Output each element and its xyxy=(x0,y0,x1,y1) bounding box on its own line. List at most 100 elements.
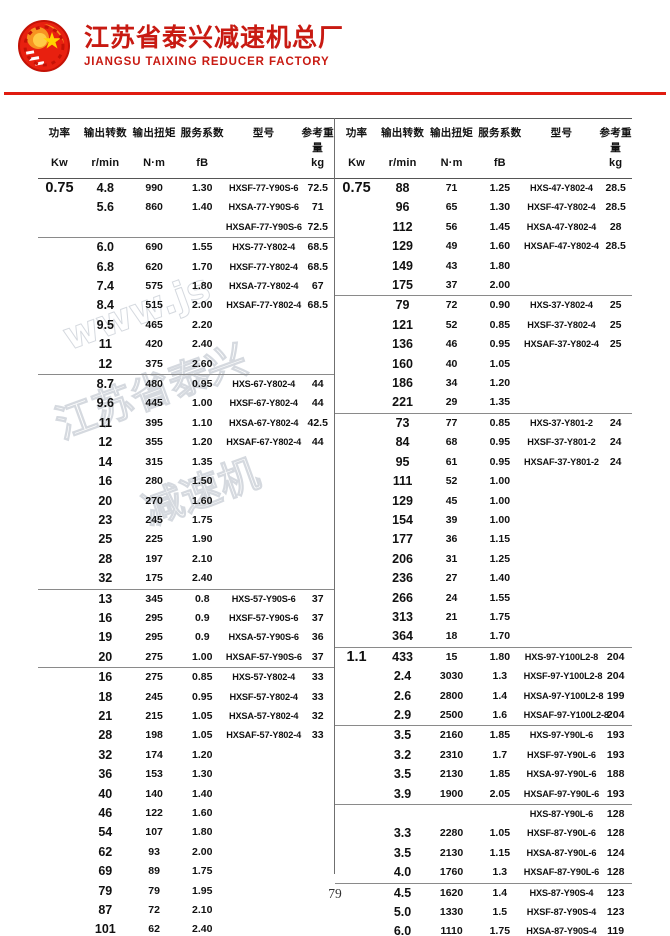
cell-rpm: 87 xyxy=(98,903,113,918)
cell-kg xyxy=(301,804,334,823)
cell-kw xyxy=(38,785,81,804)
cell-rpm: 186 xyxy=(392,376,413,391)
cell-nm: 65 xyxy=(445,201,458,214)
cell-kg: 128 xyxy=(606,827,625,840)
cell-model: HXSAF-77-Y802-4 xyxy=(226,300,302,311)
table-row: 7.4 575 1.80 HXSA-77-Y802-4 67 xyxy=(38,277,334,296)
cell-fb: 2.05 xyxy=(489,787,511,800)
cell-rpm: 8.7 xyxy=(80,374,130,395)
cell-rpm: 11 xyxy=(98,415,112,430)
cell-kg: 193 xyxy=(606,787,625,800)
cell-nm: 15 xyxy=(427,646,477,668)
cell-model xyxy=(226,355,301,375)
cell-kg: 28.5 xyxy=(605,201,626,214)
cell-fb: 0.9 xyxy=(194,631,210,644)
cell-kw xyxy=(335,746,378,765)
cell-fb: 1.10 xyxy=(192,416,213,429)
col-header-nm-cn: 输出扭矩 xyxy=(132,127,176,139)
cell-fb: 0.9 xyxy=(194,611,210,624)
cell-model xyxy=(226,746,301,765)
cell-kg: 119 xyxy=(607,925,625,936)
cell-model xyxy=(226,901,301,920)
table-row: 32 175 2.40 xyxy=(38,569,334,589)
cell-rpm: 112 xyxy=(392,219,413,234)
table-row: 79 72 0.90 HXS-37-Y802-4 25 xyxy=(335,295,632,316)
table-head-right: 功率 输出转数 输出扭矩 服务系数 型号 参考重量 Kw r/min N·m f… xyxy=(335,118,632,179)
cell-nm: 24 xyxy=(445,591,458,604)
cell-fb: 1.45 xyxy=(489,220,511,233)
cell-fb: 1.3 xyxy=(492,866,508,879)
cell-fb: 0.95 xyxy=(178,374,226,395)
table-row: 3.2 2310 1.7 HXSF-97-Y90L-6 193 xyxy=(335,746,632,765)
cell-model xyxy=(226,492,301,511)
cell-kg: 68.5 xyxy=(301,237,334,258)
cell-nm: 575 xyxy=(145,280,163,293)
cell-kw xyxy=(38,765,81,784)
cell-rpm: 364 xyxy=(392,629,413,644)
cell-nm: 315 xyxy=(145,455,163,468)
cell-kg: 71 xyxy=(311,201,324,214)
cell-model: HXS-67-Y802-4 xyxy=(225,374,302,395)
cell-nm: 515 xyxy=(145,299,163,312)
cell-nm: 43 xyxy=(445,259,458,272)
table-row: 121 52 0.85 HXSF-37-Y802-4 25 xyxy=(335,316,632,335)
cell-kg: 44 xyxy=(311,397,324,410)
spec-table-right: 功率 输出转数 输出扭矩 服务系数 型号 参考重量 Kw r/min N·m f… xyxy=(335,118,632,936)
table-row: 3.5 2130 1.85 HXSA-97-Y90L-6 188 xyxy=(335,765,632,784)
cell-nm: 36 xyxy=(445,533,458,546)
cell-rpm: 46 xyxy=(98,806,113,820)
cell-nm: 31 xyxy=(445,552,458,565)
cell-nm: 1110 xyxy=(440,925,463,936)
cell-kg: 36 xyxy=(311,631,324,644)
cell-kw xyxy=(38,707,81,726)
cell-rpm: 2.6 xyxy=(393,688,412,703)
cell-nm: 72 xyxy=(148,904,160,917)
cell-rpm: 12 xyxy=(98,356,113,371)
cell-kg xyxy=(301,316,334,335)
col-header-rpm-cn: 输出转数 xyxy=(83,127,127,139)
table-row: 3.5 2130 1.15 HXSA-87-Y90L-6 124 xyxy=(335,844,632,863)
cell-model: HXSAF-87-Y90L-6 xyxy=(523,867,600,878)
cell-nm: 690 xyxy=(129,237,179,258)
table-row: 2.9 2500 1.6 HXSAF-97-Y100L2-8 204 xyxy=(335,706,632,726)
cell-fb: 1.30 xyxy=(192,182,213,194)
cell-model xyxy=(524,550,600,569)
cell-fb: 0.95 xyxy=(489,455,511,468)
cell-nm: 27 xyxy=(445,572,458,585)
cell-model: HXSF-77-Y90S-6 xyxy=(228,183,299,193)
cell-kg xyxy=(301,843,334,862)
cell-kw xyxy=(38,843,81,862)
cell-kw xyxy=(38,355,81,375)
cell-kg xyxy=(599,472,632,491)
cell-fb: 1.75 xyxy=(489,925,511,936)
table-row: 95 61 0.95 HXSAF-37-Y801-2 24 xyxy=(335,453,632,472)
cell-model: HXSA-87-Y90S-4 xyxy=(526,926,597,936)
cell-nm: 79 xyxy=(148,884,160,897)
cell-nm: 1760 xyxy=(439,866,464,879)
cell-model xyxy=(226,530,301,549)
cell-kw xyxy=(335,550,378,569)
cell-kg: 33 xyxy=(311,690,324,703)
col-header-kw-cn: 功率 xyxy=(345,127,368,139)
cell-fb: 1.60 xyxy=(192,807,213,819)
cell-fb: 1.80 xyxy=(489,259,511,272)
cell-fb: 1.75 xyxy=(489,610,511,623)
cell-rpm: 101 xyxy=(94,922,116,936)
cell-model: HXS-87-Y90L-6 xyxy=(523,804,600,825)
col-header-fb-cn: 服务系数 xyxy=(478,127,522,139)
cell-kg: 37 xyxy=(301,588,334,609)
table-column-left: 功率 输出转数 输出扭矩 服务系数 型号 参考重量 Kw r/min N·m f… xyxy=(38,118,335,936)
cell-nm: 18 xyxy=(445,630,458,643)
col-header-kw-en: Kw xyxy=(348,157,365,169)
cell-kw xyxy=(38,667,81,688)
cell-kg: 44 xyxy=(301,374,334,395)
cell-rpm: 79 xyxy=(98,883,113,898)
cell-kw xyxy=(38,628,81,647)
cell-rpm: 121 xyxy=(392,317,413,332)
table-row: 0.75 4.8 990 1.30 HXSF-77-Y90S-6 72.5 xyxy=(38,179,334,199)
col-header-nm-cn: 输出扭矩 xyxy=(429,127,474,139)
cell-model: HXSA-57-Y90S-6 xyxy=(228,632,299,643)
table-row: 69 89 1.75 xyxy=(38,862,334,881)
cell-fb: 1.05 xyxy=(192,709,213,722)
cell-fb: 1.05 xyxy=(489,827,511,840)
